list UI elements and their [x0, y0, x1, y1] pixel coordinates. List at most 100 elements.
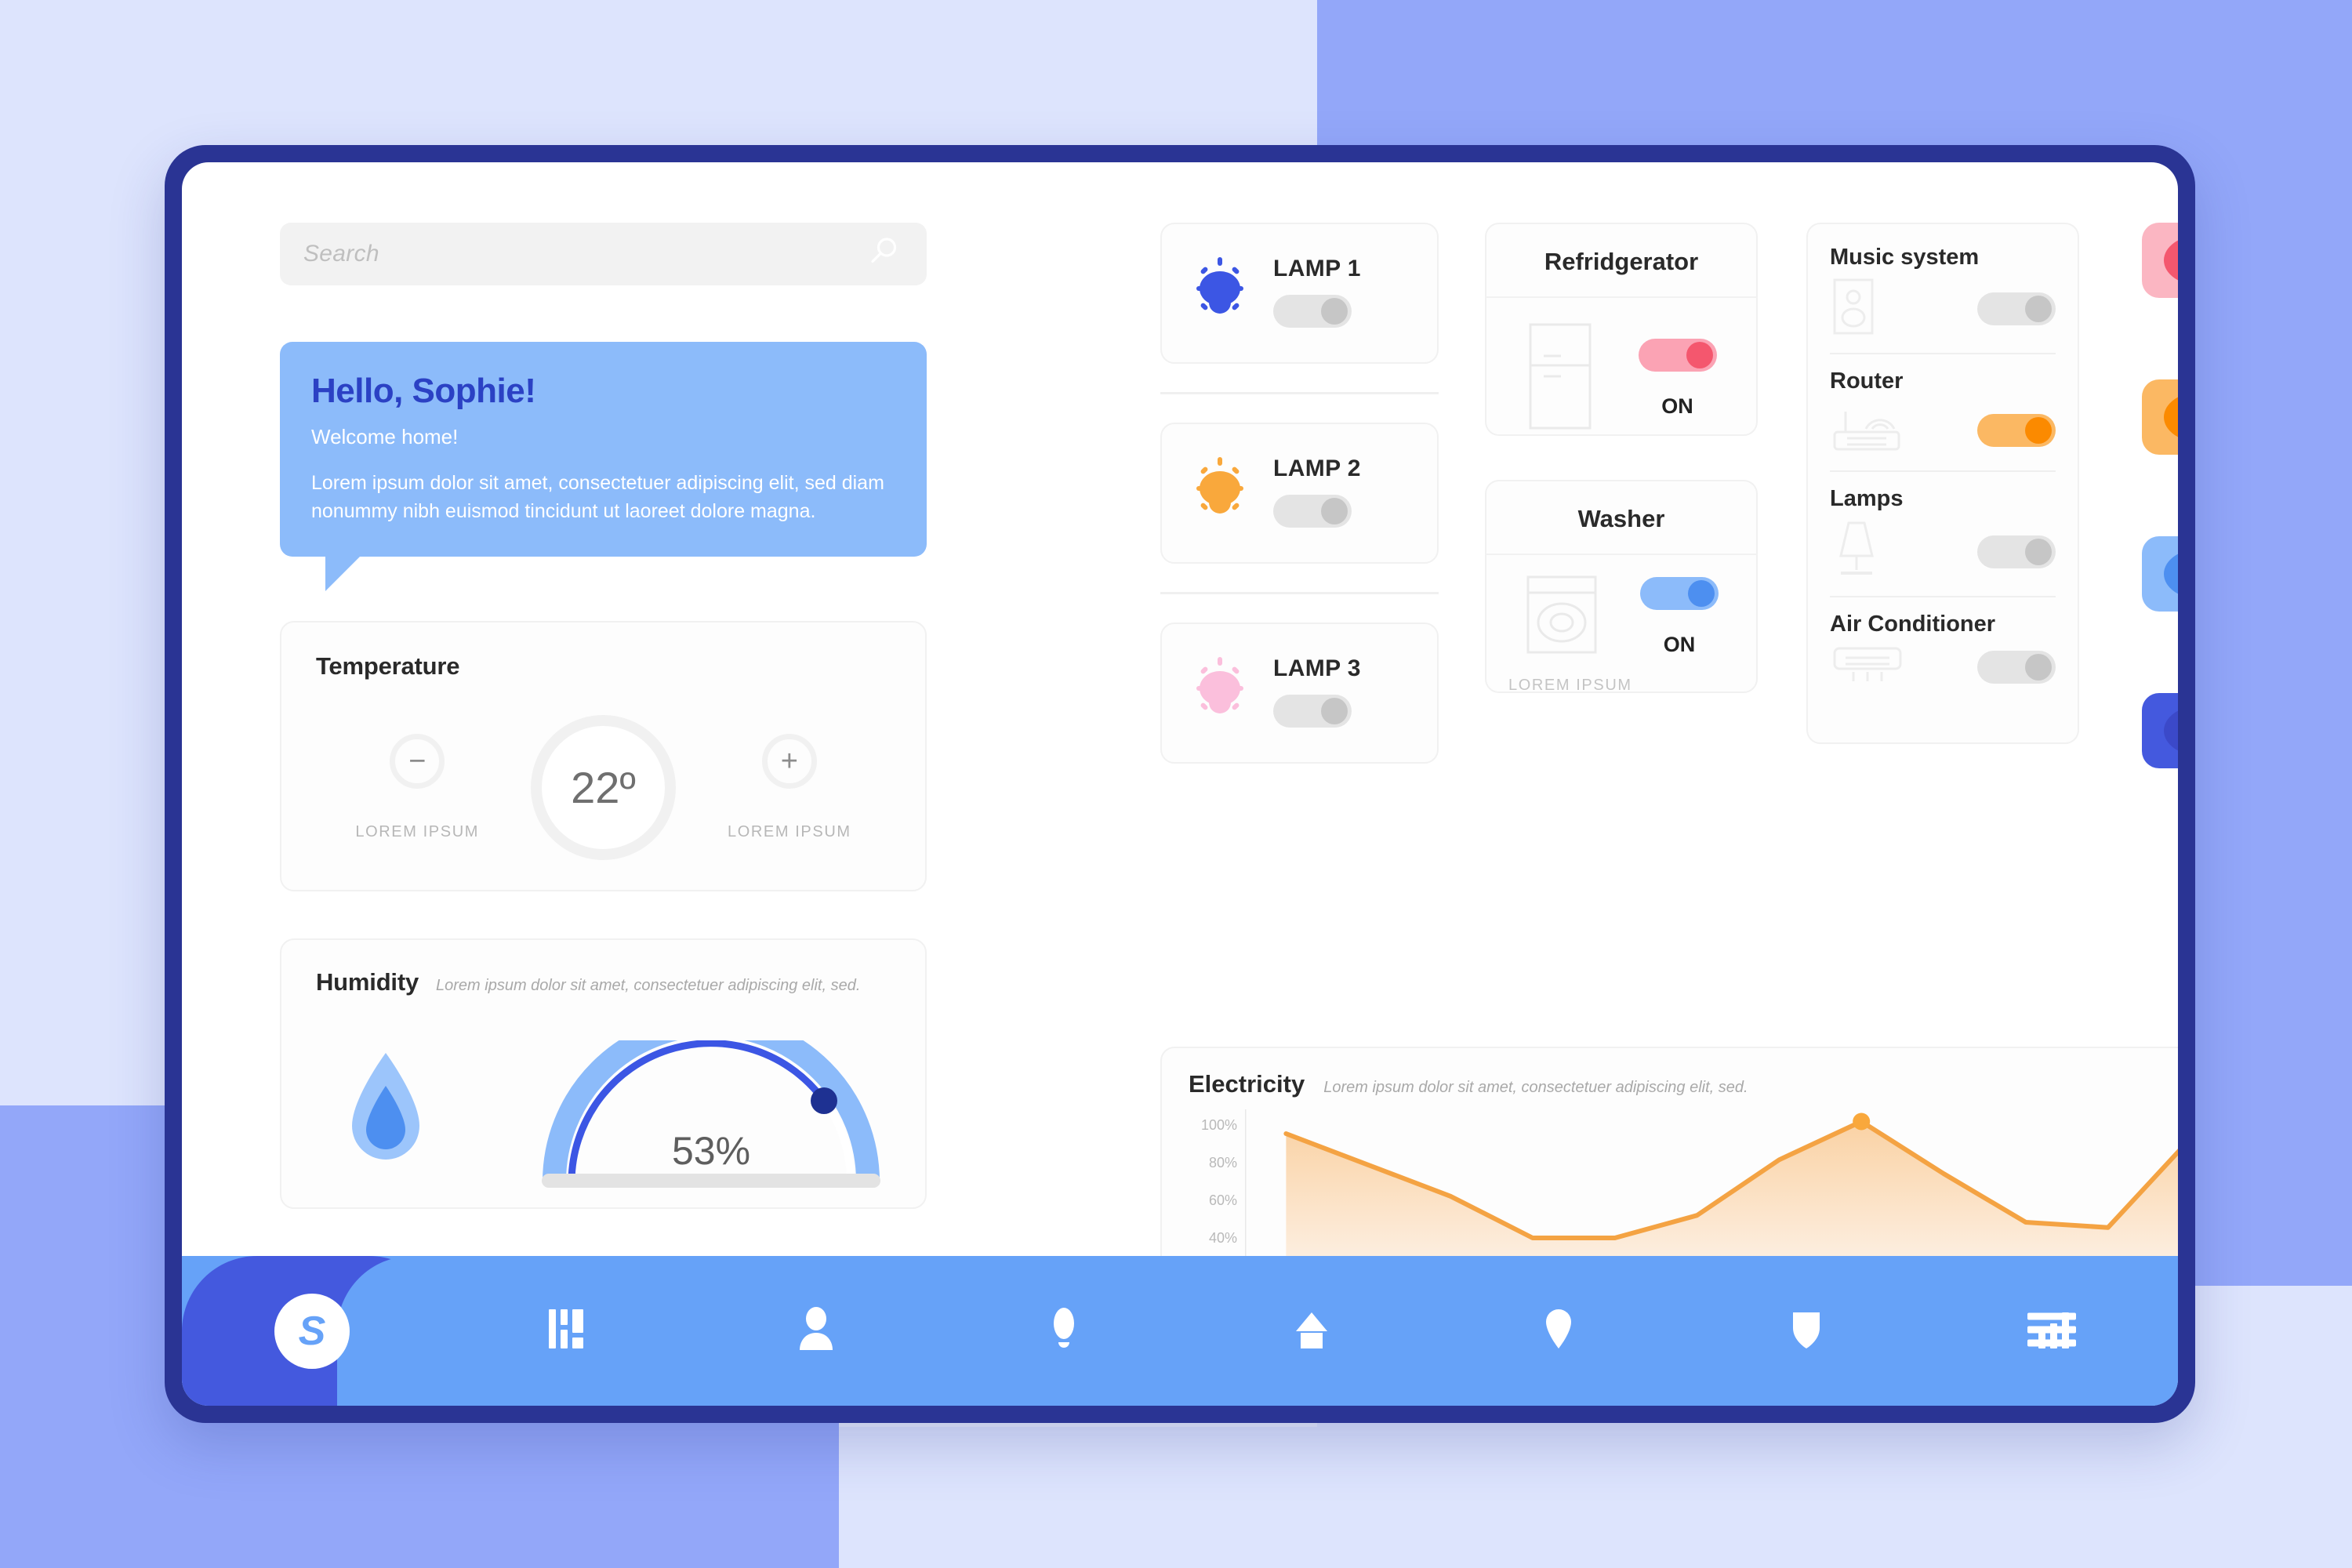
washer-body: ON — [1486, 555, 1756, 659]
dashboard-icon — [543, 1303, 594, 1359]
lamp-card-1[interactable]: LAMP 1 — [1160, 223, 1439, 364]
device-name-lamps: Lamps — [1830, 486, 1904, 511]
refrigerator-title: Refridgerator — [1486, 224, 1756, 298]
bulb-icon-3 — [1185, 654, 1254, 733]
lamp-toggle-knob-2 — [1321, 497, 1348, 524]
device-row-ac[interactable]: Air Conditioner — [1808, 597, 2078, 690]
refrigerator-toggle-knob — [1686, 341, 1713, 368]
table-lamp-icon — [1830, 518, 1883, 585]
washer-toggle-knob — [1688, 579, 1715, 607]
add-button-pink[interactable]: + — [2142, 223, 2178, 298]
device-toggle-music[interactable] — [1977, 292, 2056, 325]
chart-ytick-100: 100% — [1200, 1117, 1237, 1133]
dashboard-content: Search Hello, Sophie! Welcome home! Lore… — [182, 162, 2178, 1360]
refrigerator-icon — [1526, 321, 1594, 435]
washer-state: ON — [1663, 632, 1696, 656]
chart-header: Electricity Lorem ipsum dolor sit amet, … — [1189, 1070, 2178, 1098]
add-button-orange-inner: + — [2164, 392, 2178, 442]
nav-dashboard[interactable] — [445, 1303, 692, 1359]
device-body-ac — [1830, 644, 2056, 690]
bulb-icon — [1038, 1303, 1090, 1359]
add-button-orange[interactable]: + — [2142, 379, 2178, 455]
refrigerator-toggle[interactable] — [1638, 338, 1717, 372]
device-toggle-lamps[interactable] — [1977, 535, 2056, 568]
air-conditioner-icon — [1830, 644, 1905, 690]
app-logo-letter: S — [298, 1308, 326, 1354]
lamp-name-3: LAMP 3 — [1273, 655, 1361, 681]
search-placeholder: Search — [303, 241, 379, 267]
nav-security[interactable] — [1682, 1303, 1930, 1359]
lamp-card-2[interactable]: LAMP 2 — [1160, 423, 1439, 564]
humidity-header: Humidity Lorem ipsum dolor sit amet, con… — [316, 968, 891, 996]
lamp-info-3: LAMP 3 — [1273, 655, 1361, 731]
washer-title: Washer — [1486, 481, 1756, 555]
temperature-title: Temperature — [316, 652, 460, 680]
washer-icon — [1524, 574, 1599, 659]
device-body-music — [1830, 277, 2056, 340]
greeting-welcome: Welcome home! — [311, 425, 459, 448]
washer-toggle[interactable] — [1640, 576, 1719, 610]
add-button-blue[interactable]: + — [2142, 536, 2178, 612]
lamp-toggle-knob-1 — [1321, 297, 1348, 325]
device-toggle-router[interactable] — [1977, 413, 2056, 447]
chart-ytick-40: 40% — [1208, 1230, 1237, 1246]
nav-profile[interactable] — [692, 1303, 940, 1359]
humidity-value: 53% — [671, 1129, 751, 1173]
search-icon[interactable] — [867, 235, 902, 274]
shield-icon — [1780, 1303, 1832, 1359]
chart-title: Electricity — [1189, 1070, 1305, 1098]
temperature-increase-group: + LOREM IPSUM — [728, 734, 851, 841]
lamp-info-1: LAMP 1 — [1273, 256, 1361, 332]
device-name-ac: Air Conditioner — [1830, 612, 1996, 637]
temperature-controls: − LOREM IPSUM 22º + LOREM IPSUM — [281, 715, 925, 860]
device-divider-2 — [1830, 470, 2056, 472]
device-divider-3 — [1830, 596, 2056, 597]
device-name-music: Music system — [1830, 245, 1980, 270]
appliance-column: Refridgerator ON — [1485, 223, 1758, 694]
temperature-dial[interactable]: 22º — [531, 715, 676, 860]
tablet-frame: Search Hello, Sophie! Welcome home! Lore… — [165, 145, 2195, 1423]
refrigerator-card: Refridgerator ON — [1485, 223, 1758, 436]
greeting-tail — [325, 555, 361, 591]
refrigerator-body: ON — [1486, 298, 1756, 435]
lamp-card-3[interactable]: LAMP 3 — [1160, 622, 1439, 764]
lamp-info-2: LAMP 2 — [1273, 456, 1361, 532]
hamburger-menu-icon[interactable] — [2026, 1309, 2078, 1352]
temperature-decrease-group: − LOREM IPSUM — [355, 734, 479, 841]
nav-lighting[interactable] — [940, 1303, 1188, 1359]
lamp-divider-2 — [1160, 592, 1439, 594]
chart-ytick-80: 80% — [1208, 1155, 1237, 1171]
greeting-card: Hello, Sophie! Welcome home! Lorem ipsum… — [280, 342, 927, 591]
lamp-toggle-3[interactable] — [1273, 694, 1352, 728]
lamp-divider-1 — [1160, 392, 1439, 394]
nav-home[interactable] — [1188, 1303, 1436, 1359]
tablet-screen: Search Hello, Sophie! Welcome home! Lore… — [182, 162, 2178, 1406]
search-input[interactable]: Search — [280, 223, 927, 285]
device-toggle-ac[interactable] — [1977, 650, 2056, 684]
bulb-icon-2 — [1185, 454, 1254, 533]
lamp-toggle-2[interactable] — [1273, 494, 1352, 528]
device-row-music[interactable]: Music system — [1808, 224, 2078, 340]
temperature-decrease-button[interactable]: − — [390, 734, 445, 789]
router-icon — [1830, 401, 1905, 459]
add-button-pink-inner: + — [2164, 235, 2178, 285]
humidity-card: Humidity Lorem ipsum dolor sit amet, con… — [280, 938, 927, 1209]
speaker-icon — [1830, 277, 1877, 340]
chart-subtitle: Lorem ipsum dolor sit amet, consectetuer… — [1323, 1079, 1748, 1096]
device-row-router[interactable]: Router — [1808, 354, 2078, 459]
add-button-indigo[interactable]: + — [2142, 693, 2178, 768]
lamp-name-1: LAMP 1 — [1273, 255, 1361, 281]
lamp-toggle-1[interactable] — [1273, 294, 1352, 328]
nav-location[interactable] — [1435, 1303, 1682, 1359]
background-block-bottom-right — [839, 1427, 2352, 1568]
temperature-increase-button[interactable]: + — [761, 734, 817, 789]
lamps-column: LAMP 1 — [1160, 223, 1439, 764]
temperature-card: Temperature − LOREM IPSUM 22º + LOREM IP… — [280, 621, 927, 891]
device-toggle-knob-router — [2025, 416, 2052, 444]
home-icon — [1286, 1303, 1338, 1359]
temperature-left-caption: LOREM IPSUM — [355, 823, 479, 840]
device-row-lamps[interactable]: Lamps — [1808, 472, 2078, 585]
app-logo[interactable]: S — [274, 1294, 350, 1369]
refrigerator-state: ON — [1661, 394, 1693, 418]
water-drop-icon — [343, 1050, 429, 1171]
